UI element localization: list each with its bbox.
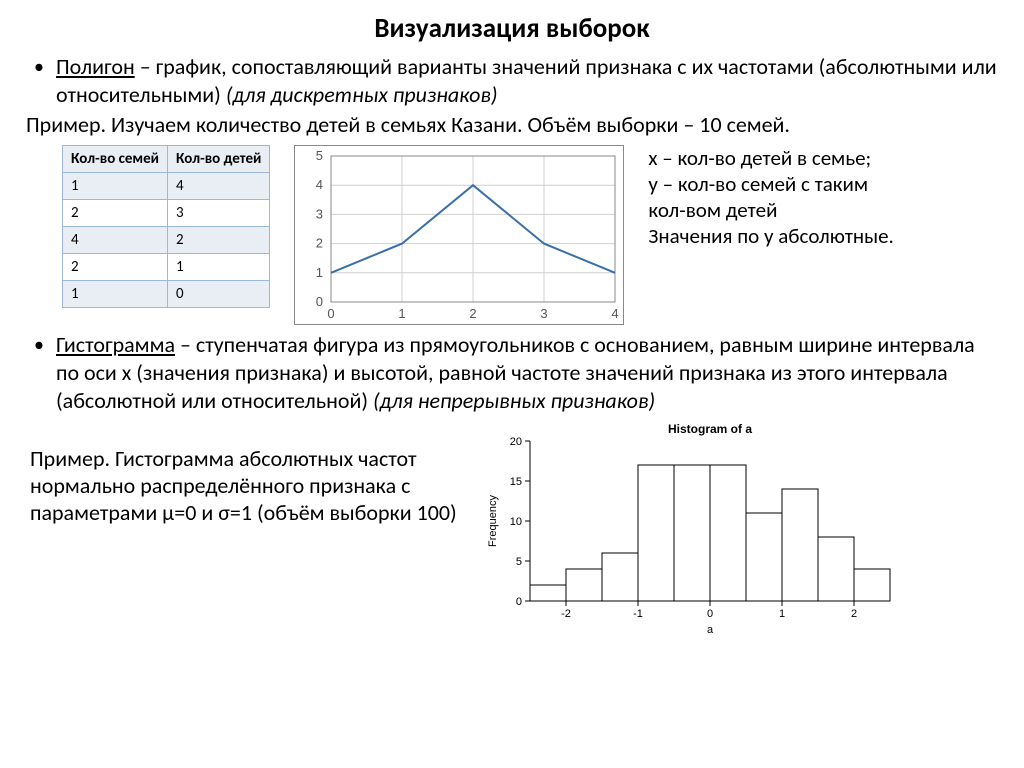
histogram-chart: Histogram of a 0 5 10 15 20 -2 -1 0 1 2 Frequency a: [472, 421, 912, 641]
svg-text:-1: -1: [633, 608, 643, 620]
bullet-polygon-text: Полигон – график, сопоставляющий вариант…: [56, 53, 1002, 109]
term-polygon: Полигон: [56, 53, 135, 80]
bullet-histogram-text: Гистограмма – ступенчатая фигура из прям…: [56, 331, 1002, 415]
svg-text:10: 10: [510, 516, 522, 528]
data-table: Кол-во семей Кол-во детей 14 23 42 21 10: [62, 145, 270, 308]
svg-text:2: 2: [470, 306, 477, 321]
svg-text:2: 2: [316, 236, 323, 251]
lower-row: Пример. Гистограмма абсолютных частот но…: [22, 421, 1002, 641]
table-row: 23: [63, 200, 270, 227]
side-line2: y – кол-во семей с таким кол-вом детей: [648, 171, 908, 223]
svg-text:1: 1: [316, 265, 323, 280]
svg-text:1: 1: [399, 306, 406, 321]
table-row: 10: [63, 281, 270, 308]
svg-text:-2: -2: [561, 608, 571, 620]
table-row: 42: [63, 227, 270, 254]
side-line1: x – кол-во детей в семье;: [648, 145, 908, 171]
svg-text:3: 3: [541, 306, 548, 321]
mid-row: Кол-во семей Кол-во детей 14 23 42 21 10…: [62, 145, 1002, 325]
svg-text:0: 0: [516, 596, 522, 608]
svg-text:5: 5: [316, 148, 323, 163]
example1-text: Пример. Изучаем количество детей в семья…: [26, 111, 1002, 139]
bullet-dot: •: [22, 331, 56, 359]
svg-text:4: 4: [612, 306, 619, 321]
table-header-row: Кол-во семей Кол-во детей: [63, 146, 270, 173]
table-col1-header: Кол-во семей: [63, 146, 168, 173]
svg-text:5: 5: [516, 556, 522, 568]
svg-text:1: 1: [779, 608, 785, 620]
page-title: Визуализация выборок: [22, 12, 1002, 45]
term-histogram: Гистограмма: [56, 331, 175, 358]
bullet-polygon: • Полигон – график, сопоставляющий вариа…: [22, 53, 1002, 109]
svg-text:0: 0: [316, 294, 323, 309]
svg-text:3: 3: [316, 206, 323, 221]
example2-text: Пример. Гистограмма абсолютных частот но…: [30, 445, 460, 526]
table-row: 14: [63, 173, 270, 200]
svg-text:0: 0: [328, 306, 335, 321]
table-row: 21: [63, 254, 270, 281]
svg-text:15: 15: [510, 476, 522, 488]
svg-text:20: 20: [510, 436, 522, 448]
bullet-dot: •: [22, 53, 56, 81]
table-col2-header: Кол-во детей: [167, 146, 269, 173]
svg-text:Frequency: Frequency: [487, 495, 499, 547]
side-line3: Значения по y абсолютные.: [648, 223, 908, 249]
svg-text:0: 0: [707, 608, 713, 620]
svg-text:2: 2: [851, 608, 857, 620]
polygon-chart: 0 1 2 3 4 5 0 1 2 3 4: [294, 145, 624, 325]
svg-text:a: a: [707, 624, 714, 636]
svg-text:4: 4: [316, 177, 323, 192]
svg-text:Histogram of a: Histogram of a: [668, 422, 752, 436]
bullet-histogram: • Гистограмма – ступенчатая фигура из пр…: [22, 331, 1002, 415]
side-description: x – кол-во детей в семье; y – кол-во сем…: [648, 145, 908, 249]
